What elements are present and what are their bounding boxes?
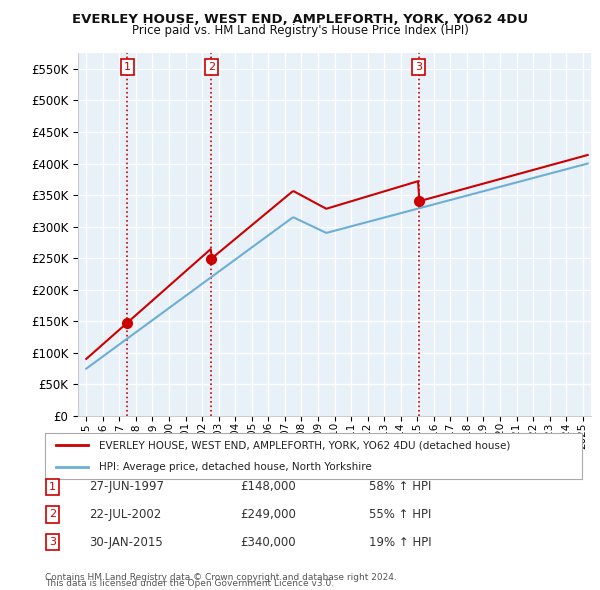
Text: 58% ↑ HPI: 58% ↑ HPI xyxy=(369,480,431,493)
Text: 2: 2 xyxy=(49,510,56,519)
Text: 3: 3 xyxy=(415,62,422,72)
Text: 30-JAN-2015: 30-JAN-2015 xyxy=(89,536,163,549)
Text: 3: 3 xyxy=(49,537,56,547)
Text: 2: 2 xyxy=(208,62,215,72)
Text: This data is licensed under the Open Government Licence v3.0.: This data is licensed under the Open Gov… xyxy=(45,579,334,588)
Text: £249,000: £249,000 xyxy=(240,508,296,521)
Text: EVERLEY HOUSE, WEST END, AMPLEFORTH, YORK, YO62 4DU: EVERLEY HOUSE, WEST END, AMPLEFORTH, YOR… xyxy=(72,13,528,26)
Text: EVERLEY HOUSE, WEST END, AMPLEFORTH, YORK, YO62 4DU (detached house): EVERLEY HOUSE, WEST END, AMPLEFORTH, YOR… xyxy=(98,441,510,451)
Text: HPI: Average price, detached house, North Yorkshire: HPI: Average price, detached house, Nort… xyxy=(98,461,371,471)
Text: Price paid vs. HM Land Registry's House Price Index (HPI): Price paid vs. HM Land Registry's House … xyxy=(131,24,469,37)
Text: £340,000: £340,000 xyxy=(240,536,296,549)
Text: 1: 1 xyxy=(49,482,56,491)
Text: 55% ↑ HPI: 55% ↑ HPI xyxy=(369,508,431,521)
Text: £148,000: £148,000 xyxy=(240,480,296,493)
Text: 19% ↑ HPI: 19% ↑ HPI xyxy=(369,536,431,549)
Text: 22-JUL-2002: 22-JUL-2002 xyxy=(89,508,161,521)
Text: Contains HM Land Registry data © Crown copyright and database right 2024.: Contains HM Land Registry data © Crown c… xyxy=(45,573,397,582)
Text: 27-JUN-1997: 27-JUN-1997 xyxy=(89,480,164,493)
Text: 1: 1 xyxy=(124,62,131,72)
